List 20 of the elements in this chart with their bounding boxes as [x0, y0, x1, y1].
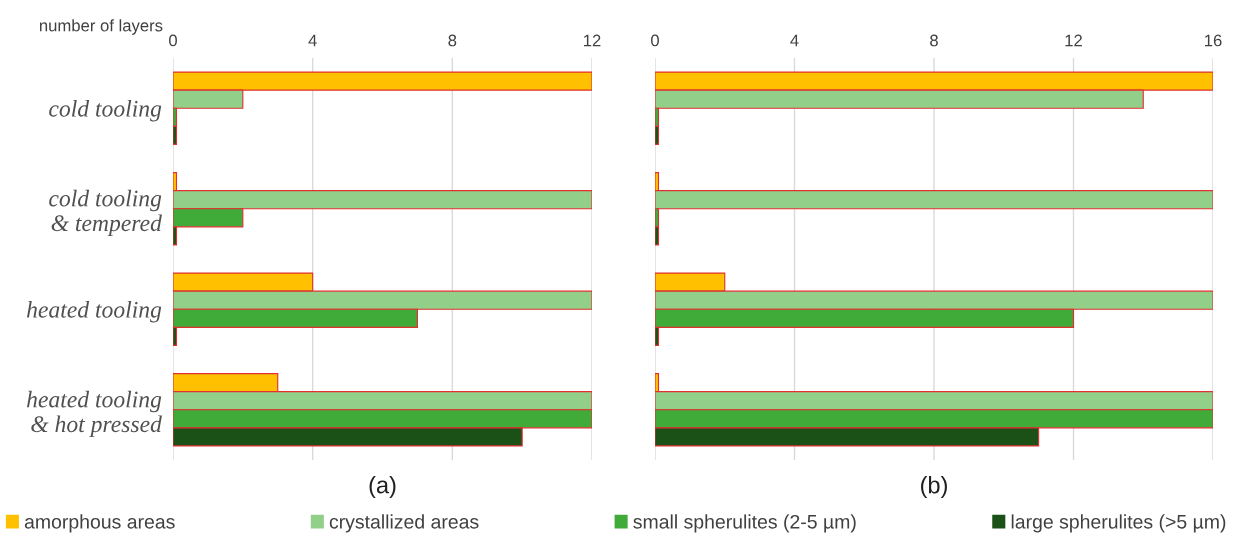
x-tick-label: 4: [308, 34, 317, 47]
legend-label: small spherulites (2-5 µm): [633, 514, 856, 533]
x-tick-label: 12: [584, 34, 601, 47]
text: (b): [921, 476, 947, 499]
x-tick-label: 8: [930, 34, 938, 47]
x-tick-label: 16: [1205, 34, 1222, 47]
legend-label: crystallized areas: [329, 514, 479, 533]
legend-label: amorphous areas: [24, 514, 175, 533]
y-tick-label: heated tooling: [27, 301, 162, 323]
x-tick-label: 4: [790, 34, 799, 47]
y-tick-label: cold tooling: [49, 100, 162, 122]
y-tick-label: cold tooling & tempered: [49, 189, 162, 236]
text: (a): [369, 476, 396, 499]
x-tick-label: 8: [448, 34, 457, 47]
x-tick-label: 12: [1065, 34, 1082, 47]
x-tick-label: 0: [169, 34, 177, 47]
x-tick-label: 0: [651, 34, 659, 47]
x-axis-title: number of layers: [39, 19, 163, 35]
y-tick-label: heated tooling & hot pressed: [27, 390, 162, 437]
legend-label: large spherulites (>5 µm): [1011, 514, 1226, 533]
